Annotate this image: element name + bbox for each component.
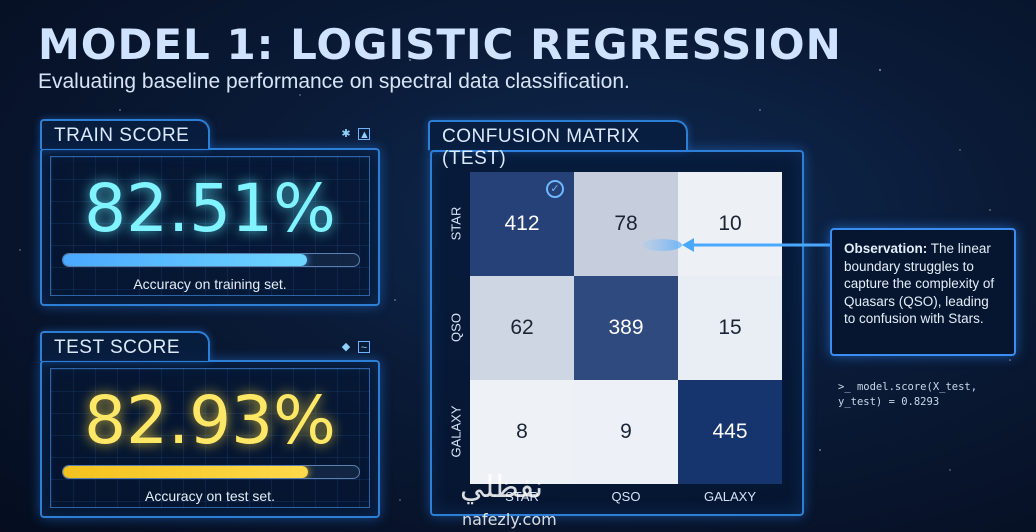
watermark-text: nafezly.com: [462, 510, 557, 529]
row-label-qso: QSO: [448, 313, 464, 342]
col-label-galaxy: GALAXY: [703, 489, 757, 504]
matrix-cell-qso-galaxy: 15: [678, 276, 782, 380]
test-progress-fill: [63, 466, 309, 478]
test-score-panel: 82.93% Accuracy on test set.: [40, 360, 380, 518]
confusion-matrix: 412 78 10 62 389 15 8 9 445 ✓: [470, 172, 782, 484]
train-progress-bar: [62, 253, 360, 267]
chart-icon[interactable]: ~: [358, 341, 370, 354]
matrix-cell-galaxy-qso: 9: [574, 380, 678, 484]
train-score-label: TRAIN SCORE: [54, 125, 190, 146]
train-caption: Accuracy on training set.: [133, 276, 287, 292]
train-progress-fill: [63, 254, 308, 266]
code-line-2: y_test) = 0.8293: [838, 396, 940, 408]
gear-icon[interactable]: ✱: [341, 128, 351, 140]
matrix-cell-galaxy-star: 8: [470, 380, 574, 484]
confusion-matrix-tab: CONFUSION MATRIX (TEST): [428, 120, 688, 169]
col-label-star: STAR: [505, 489, 539, 504]
matrix-cell-star-qso: 78: [574, 172, 678, 276]
page-subtitle: Evaluating baseline performance on spect…: [38, 70, 630, 93]
test-caption: Accuracy on test set.: [145, 488, 275, 504]
page-title: MODEL 1: LOGISTIC REGRESSION: [38, 20, 842, 69]
train-score-value: 82.51%: [84, 170, 336, 247]
test-tab-icons: ◆ ~: [340, 341, 370, 354]
test-progress-bar: [62, 465, 360, 479]
observation-label: Observation:: [844, 241, 928, 256]
train-score-grid: [50, 156, 370, 296]
test-score-grid: [50, 368, 370, 508]
code-snippet: >_ model.score(X_test, y_test) = 0.8293: [838, 380, 977, 410]
test-score-value: 82.93%: [84, 382, 336, 459]
observation-card: Observation: The linear boundary struggl…: [830, 228, 1016, 356]
test-score-tab: TEST SCORE: [40, 331, 210, 361]
row-label-galaxy: GALAXY: [448, 405, 464, 458]
row-label-star: STAR: [448, 206, 464, 241]
train-tab-icons: ✱ ▲: [340, 128, 370, 141]
observation-text: The linear boundary struggles to capture…: [844, 241, 995, 326]
col-label-qso: QSO: [611, 489, 641, 504]
triangle-icon[interactable]: ▲: [358, 128, 370, 141]
test-score-label: TEST SCORE: [54, 337, 181, 358]
train-score-panel: 82.51% Accuracy on training set.: [40, 148, 380, 306]
verified-check-icon: ✓: [546, 180, 564, 198]
watermark-arabic: نفظلي: [460, 470, 544, 505]
matrix-cell-galaxy-galaxy: 445: [678, 380, 782, 484]
code-line-1: >_ model.score(X_test,: [838, 381, 978, 393]
matrix-cell-qso-qso: 389: [574, 276, 678, 380]
train-score-tab: TRAIN SCORE: [40, 119, 210, 149]
observation-arrow: [642, 238, 830, 252]
matrix-cell-qso-star: 62: [470, 276, 574, 380]
diamond-icon[interactable]: ◆: [341, 341, 351, 353]
matrix-cell-star-galaxy: 10: [678, 172, 782, 276]
confusion-matrix-label: CONFUSION MATRIX (TEST): [442, 126, 640, 169]
